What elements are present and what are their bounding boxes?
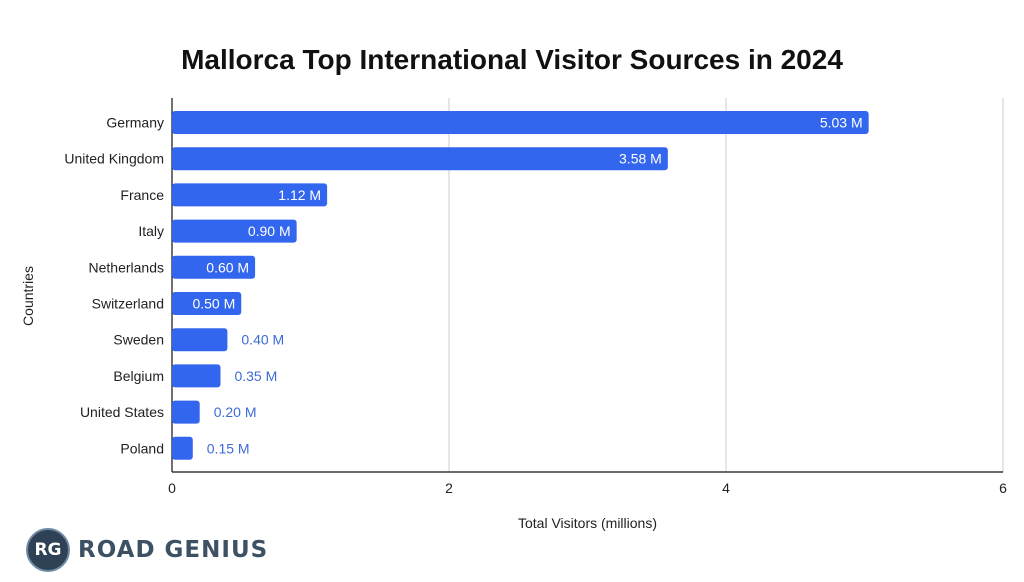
data-label: 0.20 M (214, 404, 257, 420)
bar (172, 292, 242, 315)
data-label: 0.35 M (234, 368, 277, 384)
category-label: Switzerland (92, 296, 164, 312)
bar (172, 400, 200, 424)
category-label: Sweden (113, 332, 164, 348)
bar (172, 183, 328, 207)
bar (172, 111, 869, 134)
bar (172, 255, 256, 279)
category-label: United Kingdom (64, 151, 164, 167)
category-label: Netherlands (89, 259, 165, 275)
logo-text: ROAD GENIUS (78, 537, 269, 563)
data-label: 5.03 M (820, 115, 863, 131)
bar (172, 219, 297, 243)
data-label: 0.60 M (206, 259, 249, 275)
data-label: 1.12 M (278, 187, 321, 203)
x-axis-title: Total Visitors (millions) (518, 515, 657, 531)
chart-title: Mallorca Top International Visitor Sourc… (181, 44, 843, 75)
category-label: Italy (138, 223, 164, 239)
bar (172, 147, 668, 171)
category-label: United States (80, 404, 164, 420)
data-label: 0.90 M (248, 223, 291, 239)
category-label: Belgium (113, 368, 164, 384)
y-axis-title: Countries (20, 266, 36, 326)
data-label: 0.15 M (207, 440, 250, 456)
data-label: 3.58 M (619, 151, 662, 167)
x-tick-label: 2 (445, 480, 453, 496)
x-tick-label: 4 (722, 480, 730, 496)
data-label: 0.50 M (192, 296, 235, 312)
data-label: 0.40 M (241, 332, 284, 348)
x-tick-label: 0 (168, 480, 176, 496)
bar (172, 364, 221, 388)
bar (172, 436, 193, 460)
logo-badge-icon: RG (26, 528, 70, 572)
category-label: France (120, 187, 164, 203)
category-label: Poland (120, 440, 164, 456)
category-label: Germany (106, 115, 164, 131)
road-genius-logo: RG ROAD GENIUS (26, 527, 268, 573)
x-tick-label: 6 (999, 480, 1007, 496)
bar (172, 328, 228, 352)
